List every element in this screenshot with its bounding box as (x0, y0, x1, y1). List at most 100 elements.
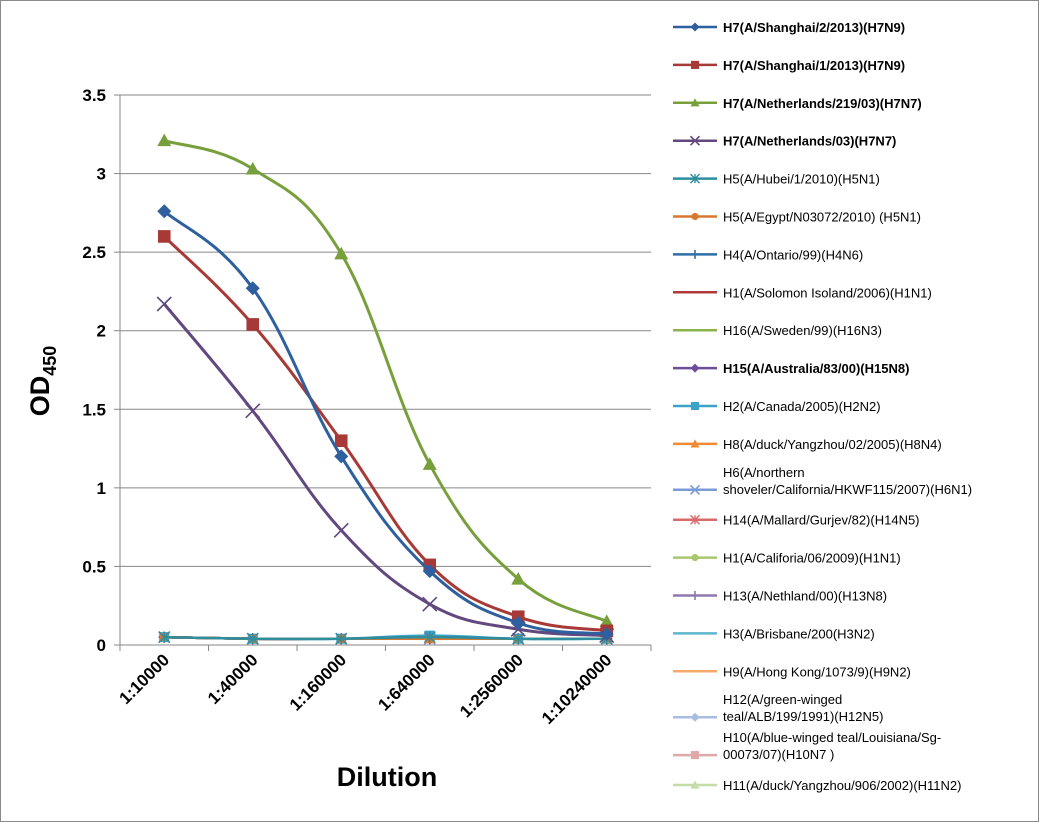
legend-label: 00073/07)(H10N7 ) (723, 747, 834, 762)
legend-label: H5(A/Hubei/1/2010)(H5N1) (723, 172, 880, 187)
series-5 (158, 631, 613, 645)
legend: H7(A/Shanghai/2/2013)(H7N9) H7(A/Shanghai… (673, 20, 972, 793)
y-tick-label: 1.5 (82, 400, 106, 419)
legend-label: H7(A/Netherlands/03)(H7N7) (723, 134, 896, 149)
data-point-marker (157, 133, 172, 147)
x-tick-label: 1:160000 (286, 650, 350, 714)
data-point-marker (334, 246, 349, 260)
legend-entry: H8(A/duck/Yangzhou/02/2005)(H8N4) (673, 437, 942, 452)
data-point-marker (157, 230, 171, 243)
legend-label: H3(A/Brisbane/200(H3N2) (723, 626, 875, 641)
legend-entry: H7(A/Netherlands/03)(H7N7) (673, 134, 896, 149)
data-point-marker (422, 596, 438, 612)
x-tick-label: 1:640000 (374, 650, 438, 714)
legend-label: H6(A/northern (723, 465, 805, 480)
x-tick-label: 1:40000 (204, 650, 262, 708)
legend-entry: H5(A/Hubei/1/2010)(H5N1) (673, 172, 880, 187)
legend-label: H15(A/Australia/83/00)(H15N8) (723, 361, 909, 376)
data-point-marker (333, 522, 349, 538)
series-1 (157, 204, 614, 641)
data-point-marker (690, 591, 700, 600)
data-point-marker (689, 135, 701, 146)
data-point-marker (335, 632, 348, 645)
legend-entry: H15(A/Australia/83/00)(H15N8) (673, 361, 909, 376)
data-point-marker (511, 572, 526, 585)
data-point-marker (599, 614, 614, 628)
data-point-marker (690, 401, 700, 411)
legend-entry: H2(A/Canada/2005)(H2N2) (673, 399, 881, 414)
y-axis-label-main: OD (25, 376, 55, 417)
data-point-marker (690, 514, 700, 525)
y-tick-label: 3.5 (82, 86, 106, 105)
gridlines (120, 94, 651, 567)
legend-entry: H13(A/Nethland/00)(H13N8) (673, 589, 887, 604)
legend-entry: H11(A/duck/Yangzhou/906/2002)(H11N2) (673, 778, 961, 793)
data-point-marker (690, 173, 700, 184)
data-point-marker (157, 204, 172, 219)
x-tick-label: 1:10240000 (538, 650, 616, 728)
series-3 (157, 133, 614, 628)
data-point-marker (690, 98, 700, 107)
data-point-marker (246, 632, 259, 645)
data-point-marker (334, 449, 349, 464)
legend-entry: H1(A/Solomon Isoland/2006)(H1N1) (673, 285, 932, 300)
series-4 (156, 296, 615, 644)
data-point-marker (334, 434, 348, 448)
y-tick-label: 0 (97, 636, 106, 655)
data-point-marker (246, 318, 260, 331)
series-lines (156, 133, 615, 645)
y-tick-label: 2 (97, 322, 106, 341)
legend-entry: H9(A/Hong Kong/1073/9)(H9N2) (673, 664, 911, 679)
data-point-marker (245, 403, 261, 419)
x-tick-label: 1:10000 (116, 650, 174, 708)
data-point-marker (690, 22, 700, 32)
legend-entry: H6(A/northern shoveler/California/HKWF115… (673, 465, 972, 497)
legend-label: H4(A/Ontario/99)(H4N6) (723, 247, 863, 262)
legend-entry: H3(A/Brisbane/200(H3N2) (673, 626, 875, 641)
data-point-marker (691, 212, 699, 221)
legend-label: H1(A/Solomon Isoland/2006)(H1N1) (723, 285, 932, 300)
legend-label: H11(A/duck/Yangzhou/906/2002)(H11N2) (723, 778, 961, 793)
series-line (163, 210, 607, 636)
data-point-marker (690, 751, 700, 760)
legend-entry: H5(A/Egypt/N03072/2010) (H5N1) (673, 210, 921, 225)
legend-label: H13(A/Nethland/00)(H13N8) (723, 589, 887, 604)
data-point-marker (245, 281, 260, 296)
legend-label: shoveler/California/HKWF115/2007)(H6N1) (723, 482, 972, 497)
data-point-marker (690, 249, 700, 259)
data-point-marker (422, 564, 437, 579)
data-point-marker (689, 484, 701, 495)
legend-label: H14(A/Mallard/Gurjev/82)(H14N5) (723, 513, 920, 528)
legend-label: H1(A/Califoria/06/2009)(H1N1) (723, 551, 901, 566)
legend-label: H12(A/green-winged (723, 692, 842, 707)
series-line (163, 235, 607, 633)
legend-entry: H7(A/Shanghai/1/2013)(H7N9) (673, 58, 905, 73)
legend-label: H7(A/Shanghai/2/2013)(H7N9) (723, 20, 905, 35)
legend-entry: H12(A/green-winged teal/ALB/199/1991)(H12… (673, 692, 883, 724)
legend-label: H9(A/Hong Kong/1073/9)(H9N2) (723, 664, 911, 679)
legend-label: teal/ALB/199/1991)(H12N5) (723, 709, 883, 724)
legend-entry: H4(A/Ontario/99)(H4N6) (673, 247, 863, 262)
y-tick-label: 2.5 (82, 243, 106, 262)
legend-entry: H7(A/Shanghai/2/2013)(H7N9) (673, 20, 905, 35)
data-point-marker (245, 161, 260, 175)
data-point-marker (511, 616, 526, 630)
legend-entry: H7(A/Netherlands/219/03)(H7N7) (673, 96, 922, 111)
legend-label: H2(A/Canada/2005)(H2N2) (723, 399, 881, 414)
data-point-marker (690, 439, 700, 448)
y-tick-label: 3 (97, 165, 106, 184)
data-point-marker (423, 631, 436, 644)
data-point-marker (690, 780, 700, 789)
data-point-marker (690, 712, 700, 722)
data-point-marker (690, 363, 700, 373)
legend-label: H8(A/duck/Yangzhou/02/2005)(H8N4) (723, 437, 942, 452)
y-axis-label-subscript: 450 (40, 346, 60, 376)
y-tick-label: 0.5 (82, 557, 106, 576)
data-point-marker (512, 632, 525, 645)
x-axis-label: Dilution (337, 762, 437, 792)
data-point-marker (422, 457, 437, 470)
series-line (164, 635, 607, 641)
legend-entry: H10(A/blue-winged teal/Louisiana/Sg- 0007… (673, 730, 941, 762)
y-axis-label: OD450 (25, 346, 60, 417)
legend-entry: H14(A/Mallard/Gurjev/82)(H14N5) (673, 513, 920, 528)
